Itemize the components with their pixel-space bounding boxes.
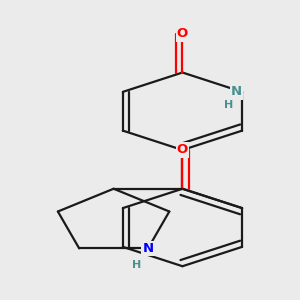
Text: H: H (132, 260, 141, 270)
Text: N: N (142, 242, 154, 255)
Text: H: H (224, 100, 233, 110)
Text: O: O (177, 143, 188, 157)
Text: O: O (177, 27, 188, 40)
Text: N: N (231, 85, 242, 98)
